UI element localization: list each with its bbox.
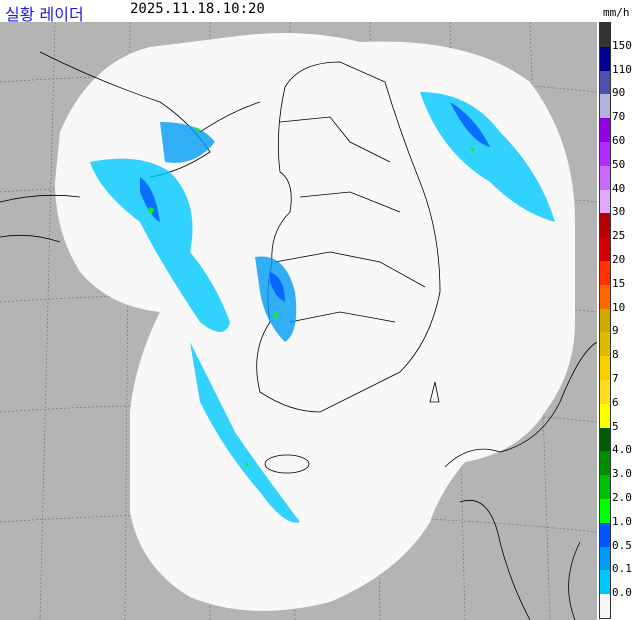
legend-label: 9 (612, 324, 619, 338)
legend-swatch (600, 165, 610, 191)
legend-label: 5 (612, 419, 619, 433)
legend-label: 40 (612, 181, 626, 195)
legend-label: 70 (612, 110, 626, 124)
legend-label: 25 (612, 229, 626, 243)
legend-swatch (600, 356, 610, 381)
legend-swatch (600, 332, 610, 357)
legend-label: 3.0 (612, 467, 632, 481)
timestamp: 2025.11.18.10:20 (130, 1, 265, 17)
legend-label: 15 (612, 276, 626, 290)
legend-label: 2.0 (612, 491, 632, 504)
legend-label: 10 (612, 300, 626, 314)
legend-swatch (600, 94, 610, 119)
legend-swatch (600, 451, 610, 476)
legend-label: 6 (612, 395, 619, 409)
legend-swatch (600, 261, 610, 286)
legend-swatch (600, 237, 610, 262)
legend-swatch (600, 284, 610, 310)
legend-label: 8 (612, 348, 619, 362)
legend-label: 30 (612, 205, 626, 219)
legend-swatch (600, 23, 610, 48)
legend-swatch (600, 522, 610, 548)
legend-label: 7 (612, 372, 619, 385)
legend-label: 90 (612, 86, 626, 100)
legend-label: 0.1 (612, 562, 632, 576)
legend-swatch (600, 499, 610, 524)
legend-label: 4.0 (612, 443, 632, 457)
page-title: 실황 레이더 (5, 5, 84, 24)
legend-swatch (600, 427, 610, 452)
legend-swatch (600, 380, 610, 405)
legend-swatch (600, 118, 610, 143)
legend-swatch (600, 546, 610, 571)
legend-label: 1.0 (612, 514, 632, 528)
legend-label: 50 (612, 157, 626, 171)
legend-swatch (600, 70, 610, 95)
legend-label: 150 (612, 38, 632, 52)
legend-swatch (600, 570, 610, 595)
legend-swatch (600, 46, 610, 72)
legend-swatch (600, 142, 610, 167)
legend-label: 20 (612, 253, 626, 266)
legend-swatch (600, 594, 610, 619)
precipitation-legend (599, 22, 611, 619)
unit-label: mm/h (603, 6, 630, 19)
legend-label: 0.5 (612, 538, 632, 552)
legend-swatch (600, 189, 610, 214)
legend-label: 60 (612, 134, 626, 147)
radar-coverage (55, 33, 575, 611)
legend-swatch (600, 475, 610, 500)
jeju-island (264, 454, 310, 474)
precipitation-echoes (90, 92, 555, 523)
legend-swatch (600, 403, 610, 429)
legend-swatch (600, 308, 610, 333)
legend-swatch (600, 213, 610, 238)
legend-label: 110 (612, 62, 632, 76)
legend-label: 0.0 (612, 586, 632, 600)
coastlines-boundaries (0, 51, 597, 620)
radar-map[interactable] (0, 22, 597, 620)
